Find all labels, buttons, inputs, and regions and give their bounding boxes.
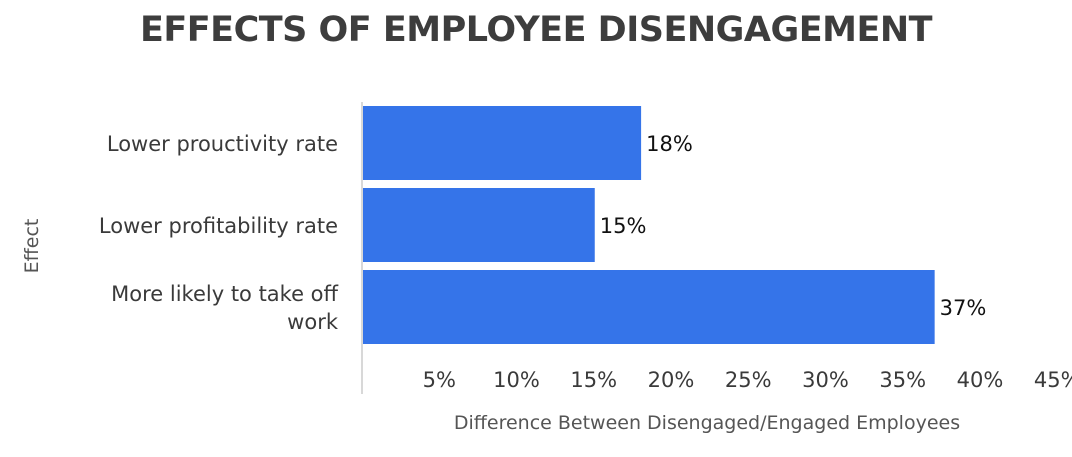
y-axis-title: Effect — [21, 219, 43, 274]
bar — [363, 106, 642, 180]
category-label: Lower profitability rate — [99, 214, 338, 238]
x-tick-labels: 5% 10% 15% 20% 25% 30% 35% 40% 45% — [423, 368, 1072, 392]
x-tick-label: 30% — [802, 368, 849, 392]
x-axis-title: Difference Between Disengaged/Engaged Em… — [454, 412, 960, 434]
x-tick-label: 5% — [423, 368, 456, 392]
value-label: 37% — [940, 296, 987, 320]
bars-group — [363, 106, 935, 344]
bar — [363, 188, 595, 262]
category-label: Lower prouctivity rate — [107, 132, 338, 156]
value-label: 18% — [646, 132, 693, 156]
x-tick-label: 15% — [570, 368, 617, 392]
bar — [363, 270, 935, 344]
x-tick-label: 40% — [957, 368, 1004, 392]
x-tick-label: 20% — [648, 368, 695, 392]
x-tick-label: 45% — [1034, 368, 1072, 392]
category-labels: Lower prouctivity rate Lower profitabilit… — [99, 132, 339, 334]
category-label: More likely to take off work — [111, 282, 339, 334]
x-tick-label: 35% — [879, 368, 926, 392]
x-tick-label: 25% — [725, 368, 772, 392]
chart-title: EFFECTS OF EMPLOYEE DISENGAGEMENT — [139, 10, 933, 50]
value-label: 15% — [600, 214, 647, 238]
x-tick-label: 10% — [493, 368, 540, 392]
value-labels: 18% 15% 37% — [600, 132, 987, 320]
